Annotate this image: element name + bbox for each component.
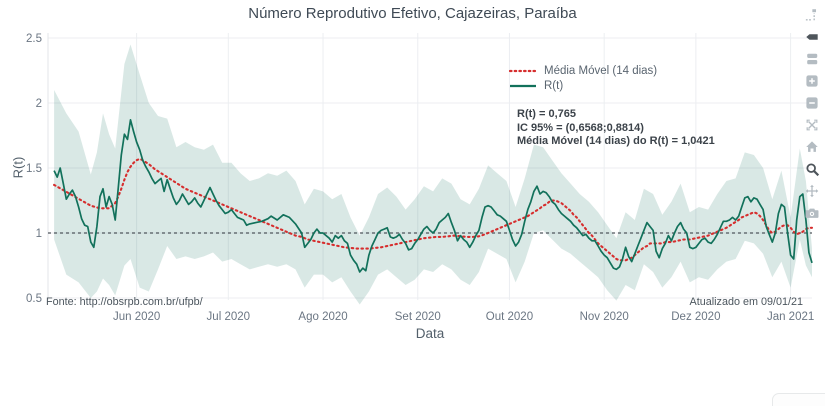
- x-tick-label: Jun 2020: [113, 311, 160, 323]
- zoom-icon[interactable]: [801, 158, 823, 180]
- y-tick-label: 2: [36, 98, 42, 110]
- x-tick-label: Set 2020: [395, 311, 441, 323]
- camera-icon[interactable]: [801, 202, 823, 224]
- next-section-card-edge: [772, 393, 825, 406]
- modebar: [801, 4, 823, 224]
- hover-compare-icon[interactable]: [801, 48, 823, 70]
- plot-area[interactable]: 0.5 1 1.5 2 2.5 Jun 2020 Jul 2020 Ago 2020 Set 2…: [0, 0, 825, 345]
- y-tick-label: 1: [36, 228, 42, 240]
- legend: Média Móvel (14 dias) R(t): [508, 63, 657, 93]
- rt-line: [53, 119, 813, 273]
- zoom-out-icon[interactable]: [801, 92, 823, 114]
- annotation-media-movel: Média Móvel (14 dias) do R(t) = 1,0421: [517, 135, 715, 147]
- media-movel-line: [53, 157, 814, 262]
- chart-title: Número Reprodutivo Efetivo, Cajazeiras, …: [248, 5, 577, 22]
- y-tick-label: 0.5: [26, 293, 42, 305]
- y-axis-title: R(t): [10, 156, 26, 179]
- x-tick-label: Out 2020: [486, 311, 533, 323]
- y-tick-label: 2.5: [26, 33, 42, 45]
- zoom-in-icon[interactable]: [801, 70, 823, 92]
- x-tick-label: Jul 2020: [207, 311, 250, 323]
- legend-item-rt[interactable]: R(t): [508, 78, 657, 93]
- pan-icon[interactable]: [801, 180, 823, 202]
- x-tick-label: Nov 2020: [580, 311, 629, 323]
- toggle-spikelines-icon[interactable]: [801, 4, 823, 26]
- x-axis-title: Data: [415, 326, 445, 341]
- legend-label: R(t): [544, 79, 564, 92]
- annotation-ic95: IC 95% = (0,6568;0,8814): [517, 121, 644, 134]
- x-tick-label: Dez 2020: [671, 311, 720, 323]
- x-tick-label: Ago 2020: [298, 311, 347, 323]
- legend-label: Média Móvel (14 dias): [544, 64, 658, 77]
- updated-note: Atualizado em 09/01/21: [689, 296, 803, 308]
- stats-annotation: R(t) = 0,765 IC 95% = (0,6568;0,8814) Mé…: [517, 108, 715, 149]
- autoscale-icon[interactable]: [801, 114, 823, 136]
- reset-axes-icon[interactable]: [801, 136, 823, 158]
- hover-closest-icon[interactable]: [801, 26, 823, 48]
- ic95-band: [54, 44, 813, 305]
- legend-item-media-movel[interactable]: Média Móvel (14 dias): [508, 63, 657, 78]
- source-note: Fonte: http://obsrpb.com.br/ufpb/: [46, 296, 203, 308]
- legend-sample-solid-line: [510, 84, 536, 87]
- x-tick-label: Jan 2021: [767, 311, 814, 323]
- annotation-rt-value: R(t) = 0,765: [517, 108, 576, 120]
- y-tick-label: 1.5: [26, 163, 42, 175]
- legend-sample-dotted-line: [508, 69, 538, 72]
